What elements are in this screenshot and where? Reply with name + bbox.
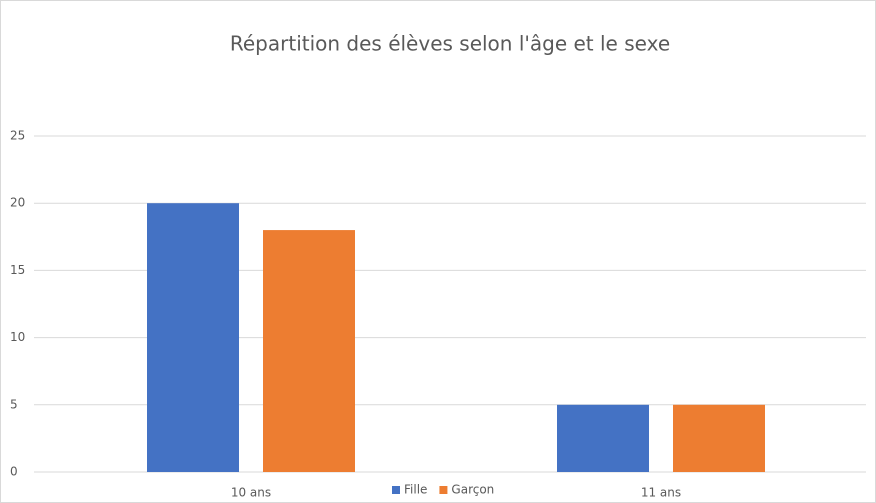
chart-title: Répartition des élèves selon l'âge et le…: [230, 32, 670, 56]
y-tick-label: 15: [10, 263, 25, 277]
bar: [557, 404, 649, 472]
y-tick-label: 5: [10, 397, 18, 411]
y-tick-label: 25: [10, 129, 25, 143]
y-tick-label: 10: [10, 330, 25, 344]
legend-label: Fille: [404, 483, 427, 497]
bar: [147, 203, 239, 472]
x-tick-label: 11 ans: [641, 486, 681, 500]
x-tick-label: 10 ans: [231, 486, 271, 500]
y-tick-label: 20: [10, 196, 25, 210]
legend-swatch: [392, 486, 400, 494]
bar: [263, 230, 355, 472]
bar: [673, 404, 765, 472]
legend-label: Garçon: [451, 483, 494, 497]
y-tick-label: 0: [10, 465, 18, 479]
legend-swatch: [439, 486, 448, 494]
